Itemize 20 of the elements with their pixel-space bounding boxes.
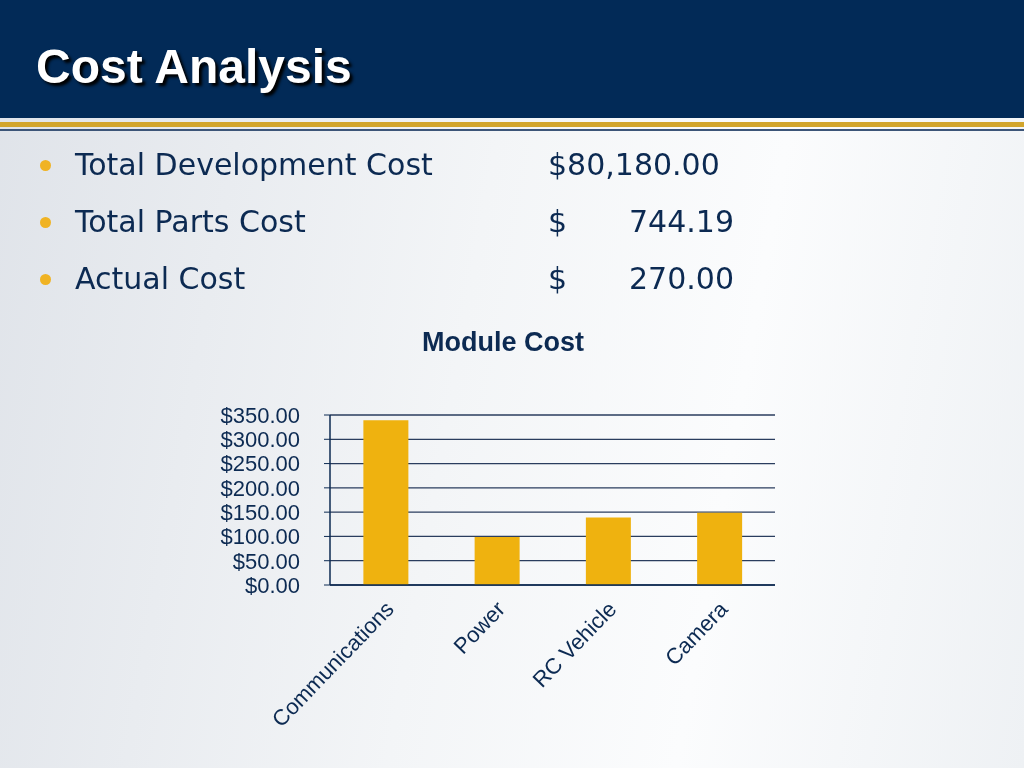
text: Cost Analysis [36,40,352,93]
y-tick-label: $350.00 [220,402,300,428]
bar [363,420,409,585]
y-tick-label: $250.00 [220,451,300,477]
y-tick-label: $200.00 [220,475,300,501]
y-tick-label: $100.00 [220,524,300,550]
y-tick-label: $150.00 [220,499,300,525]
bar [585,517,631,585]
y-tick-label: $0.00 [244,572,300,598]
bar [474,536,520,585]
y-tick-label: $50.00 [232,548,300,574]
y-tick-label: $300.00 [220,427,300,453]
text: $80,180.00 [548,146,720,184]
text: $ 744.19 [548,204,734,239]
text: Total Development Cost [75,147,433,182]
bar [697,512,743,585]
text: Actual Cost [75,261,246,296]
chart-title: Module Cost [422,327,584,357]
text: $ 270.00 [548,261,734,296]
text: Total Parts Cost [75,204,306,239]
